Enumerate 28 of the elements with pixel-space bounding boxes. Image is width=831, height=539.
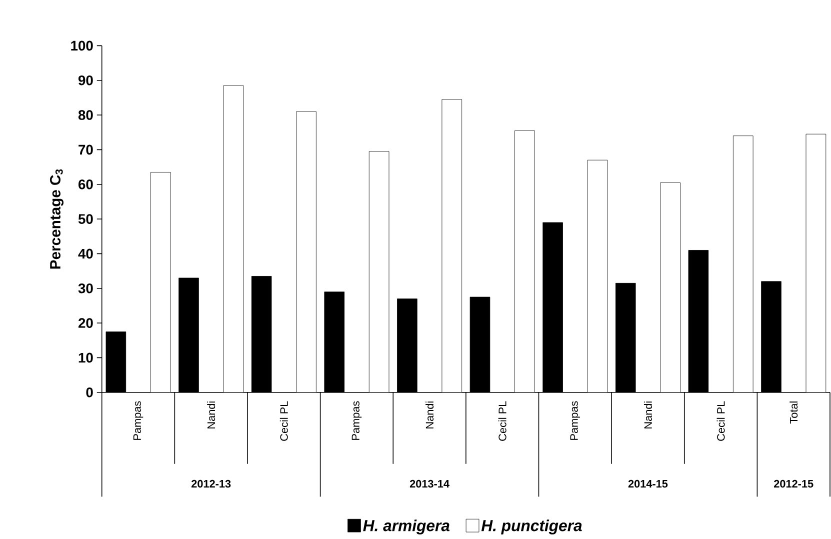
- y-tick-label: 20: [78, 318, 93, 328]
- text: 2012-13: [191, 480, 231, 488]
- x-tick-label: Pampas: [352, 401, 362, 440]
- y-axis-title: Percentage C$_{3}$: [50, 169, 64, 268]
- y-tick-label: 50: [78, 214, 93, 224]
- y-tick-label: 90: [78, 75, 93, 86]
- x-tick-label: Nandi: [426, 401, 434, 428]
- x-tick-label: Cecil PL: [498, 401, 506, 441]
- text: 2013-14: [410, 480, 450, 488]
- x-tick-label: Cecil PL: [716, 401, 725, 441]
- y-tick-label: 10: [78, 352, 93, 362]
- x-tick-label: Pampas: [570, 401, 580, 440]
- x-tick-label: Total: [790, 401, 798, 424]
- x-tick-label: Nandi: [207, 401, 216, 428]
- y-tick-label: 0: [86, 387, 93, 398]
- y-tick-label: 80: [78, 110, 93, 120]
- legend-label: H. armigera: [363, 519, 450, 534]
- text: 2014-15: [628, 480, 668, 488]
- y-tick-label: 70: [78, 144, 93, 154]
- y-tick-label: 30: [78, 283, 93, 294]
- y-tick-label: 60: [78, 179, 93, 190]
- y-tick-label: 100: [71, 40, 93, 50]
- y-tick-label: 40: [78, 248, 93, 258]
- text: 2012-15: [774, 480, 814, 488]
- x-tick-label: Pampas: [133, 401, 144, 440]
- x-tick-label: Nandi: [644, 401, 652, 428]
- x-tick-label: Cecil PL: [280, 401, 288, 441]
- legend-label: H. punctigera: [481, 519, 582, 534]
